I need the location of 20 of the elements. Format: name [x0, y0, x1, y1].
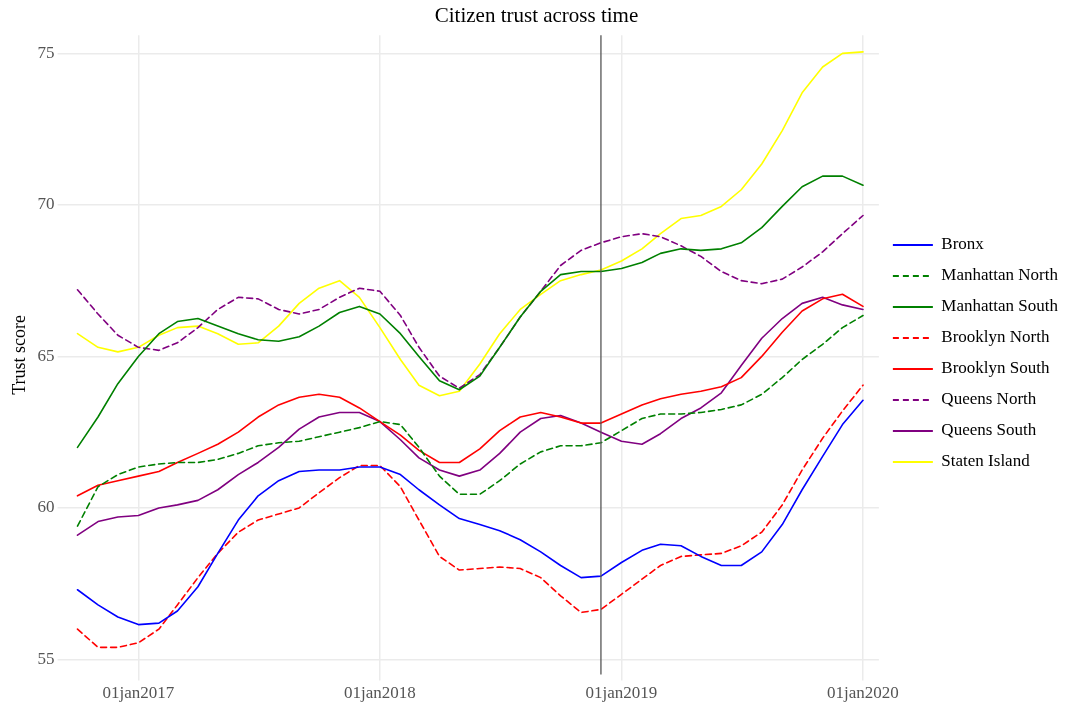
y-tick-label: 65 [37, 345, 55, 365]
legend-label: Bronx [941, 234, 985, 254]
chart-title: Citizen trust across time [434, 3, 639, 28]
y-tick-label: 75 [37, 42, 55, 62]
y-axis-title: Trust score [8, 314, 29, 395]
legend-label: Brooklyn South [941, 358, 1051, 378]
x-tick-label: 01jan2020 [827, 683, 899, 703]
legend-label: Brooklyn North [941, 327, 1051, 347]
x-tick-label: 01jan2017 [102, 683, 175, 703]
legend-label: Queens South [941, 420, 1037, 440]
legend-label: Manhattan North [941, 265, 1059, 285]
y-tick-label: 70 [37, 194, 55, 214]
y-tick-label: 60 [37, 497, 55, 517]
line-series [76, 214, 864, 390]
x-tick-label: 01jan2019 [585, 683, 658, 703]
x-tick-label: 01jan2018 [344, 683, 416, 703]
legend-label: Queens North [941, 389, 1037, 409]
legend-label: Manhattan South [941, 296, 1059, 316]
legend-label: Staten Island [941, 451, 1031, 471]
y-tick-label: 55 [37, 648, 55, 668]
